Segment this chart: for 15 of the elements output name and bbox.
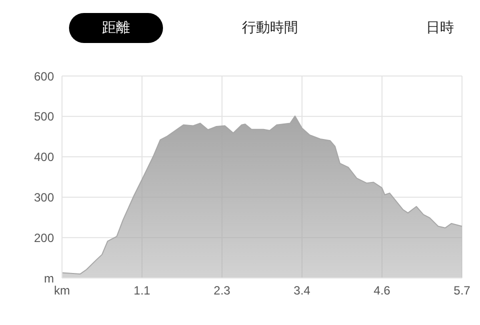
text: 距離 [69, 13, 163, 43]
x-tick-label: 3.4 [294, 284, 311, 298]
y-tick-label: m [44, 271, 54, 286]
y-tick-label: 300 [34, 190, 54, 204]
y-tick-label: 400 [34, 150, 54, 164]
x-tick-label: 1.1 [134, 284, 151, 298]
y-tick-label: 600 [34, 69, 54, 84]
text: 行動時間 [241, 19, 299, 38]
text: 日時 [425, 19, 455, 38]
x-tick-label: 4.6 [374, 284, 391, 298]
y-tick-label: 200 [34, 230, 54, 245]
y-tick-label: 500 [34, 110, 54, 124]
x-tick-label: km [54, 284, 70, 298]
x-tick-label: 2.3 [214, 284, 231, 298]
x-tick-label: 5.7 [454, 284, 471, 298]
